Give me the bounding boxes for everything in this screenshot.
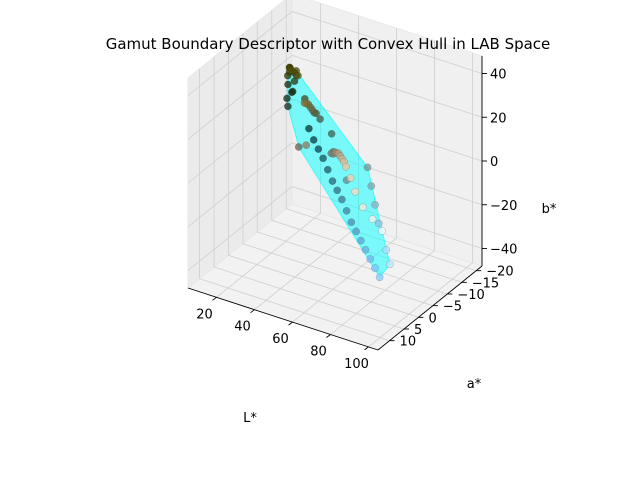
data-point: [309, 136, 318, 144]
x-tick-label: 80: [310, 345, 327, 360]
x-tick-label: 60: [272, 332, 289, 347]
data-point: [288, 87, 297, 96]
data-point: [287, 66, 296, 75]
data-point: [374, 219, 383, 228]
y-gridline: [256, 22, 448, 295]
data-point: [371, 200, 379, 209]
data-point: [386, 260, 394, 269]
z-tick-label: 20: [490, 111, 507, 126]
axis-lines: [187, 56, 487, 351]
data-point: [327, 129, 336, 138]
data-point: [342, 162, 350, 171]
y-tick-label: −5: [443, 300, 462, 315]
data-point: [283, 94, 291, 103]
data-point: [368, 215, 377, 223]
data-point: [347, 218, 356, 227]
y-gridline: [199, 68, 390, 342]
y-gridline: [271, 10, 462, 283]
z-tick-label: −20: [490, 199, 517, 214]
y-gridline: [227, 45, 419, 318]
y-tick-label: −10: [457, 288, 484, 303]
data-point: [333, 186, 342, 195]
y-axis-label: a*: [467, 377, 482, 392]
data-point: [316, 115, 324, 123]
x-tick-label: 20: [196, 307, 213, 322]
data-point: [346, 174, 355, 182]
x-gridline: [330, 40, 435, 335]
data-point: [284, 102, 292, 111]
data-point: [294, 143, 303, 151]
data-point: [378, 227, 386, 235]
x-gridline: [216, 3, 321, 298]
data-point: [314, 145, 323, 153]
data-point: [367, 182, 376, 190]
data-point: [319, 154, 327, 163]
y-gridline: [242, 33, 434, 307]
data-point: [366, 255, 375, 263]
data-point: [338, 195, 346, 204]
z-tick-label: −40: [490, 243, 517, 258]
x-tick-mark: [364, 346, 369, 351]
data-point: [305, 124, 313, 133]
x-tick-mark: [288, 321, 293, 326]
data-point: [371, 264, 379, 272]
z-tick-label: 40: [490, 68, 507, 83]
data-point: [302, 141, 311, 149]
z-tick-label: 0: [490, 155, 498, 170]
z-axis-label: b*: [542, 202, 557, 217]
y-tick-label: 10: [400, 335, 417, 350]
data-point: [342, 206, 351, 215]
y-tick-label: 5: [414, 323, 422, 338]
data-point: [351, 187, 360, 196]
x-axis-label: L*: [243, 411, 257, 426]
data-point: [294, 71, 302, 80]
x-tick-label: 100: [344, 357, 369, 372]
data-point: [356, 236, 365, 245]
x-axis-line: [187, 287, 379, 351]
y-tick-label: −20: [486, 265, 513, 280]
x-gridline: [368, 52, 473, 348]
y-tick-label: 0: [428, 311, 436, 326]
data-point: [382, 246, 391, 254]
y-tick-label: −15: [472, 276, 499, 291]
z-gridline: [187, 11, 483, 96]
data-point: [375, 273, 384, 282]
data-point: [300, 99, 309, 107]
z-gridline: [187, 186, 483, 271]
data-point: [323, 165, 332, 174]
data-point: [359, 203, 367, 212]
data-point: [328, 177, 337, 185]
data-point: [361, 245, 370, 254]
data-point: [352, 227, 360, 236]
x-tick-label: 40: [234, 320, 251, 335]
y-axis-line: [377, 265, 483, 351]
data-point: [363, 163, 372, 172]
x-tick-mark: [326, 334, 331, 338]
y-gridline: [213, 57, 405, 330]
z-gridline: [187, 142, 483, 228]
x-tick-mark: [250, 309, 255, 314]
data-points: [283, 63, 394, 282]
x-tick-mark: [212, 296, 217, 301]
x-gridline: [292, 28, 397, 323]
z-gridline: [187, 54, 483, 140]
chart-title: Gamut Boundary Descriptor with Convex Hu…: [106, 35, 551, 53]
data-point: [284, 80, 292, 89]
